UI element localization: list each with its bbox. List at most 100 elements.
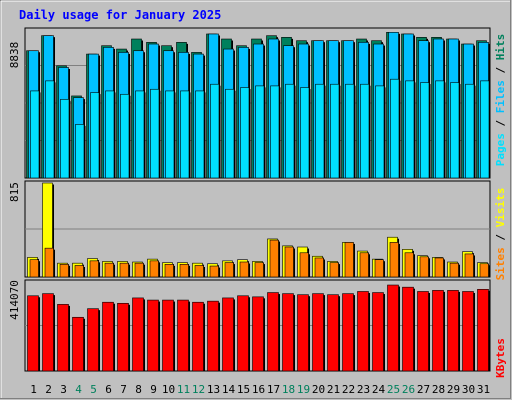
sites-bar: [104, 262, 114, 278]
sites-bar: [224, 262, 234, 278]
legend-sep-2: /: [494, 60, 507, 80]
kbytes-bar: [192, 301, 204, 372]
legend-middle: Sites / Visits: [494, 188, 507, 281]
pages-bar: [360, 83, 370, 179]
kbytes-bar: [357, 291, 369, 372]
pages-bar: [60, 98, 70, 179]
x-tick-label: 9: [150, 383, 157, 396]
pages-bar: [405, 80, 415, 179]
bars: [26, 32, 491, 372]
sites-bar: [254, 262, 264, 278]
x-tick-label: 1: [30, 383, 37, 396]
pages-bar: [150, 88, 160, 179]
legend-sep-3: /: [494, 227, 507, 247]
kbytes-bar: [267, 292, 279, 372]
kbytes-bar: [237, 295, 249, 372]
pages-bar: [285, 83, 295, 179]
sites-bar: [449, 262, 459, 278]
legend-visits: Visits: [494, 188, 507, 228]
x-tick-label: 18: [282, 383, 295, 396]
pages-bar: [345, 83, 355, 179]
x-tick-label: 23: [357, 383, 370, 396]
pages-bar: [90, 92, 100, 179]
pages-bar: [135, 90, 145, 179]
sites-bar: [44, 247, 54, 278]
legend-pages: Pages: [494, 133, 507, 166]
kbytes-bar: [27, 295, 39, 372]
sites-bar: [164, 264, 174, 278]
kbytes-bar: [117, 302, 129, 372]
pages-bar: [120, 93, 130, 179]
sites-bar: [269, 239, 279, 278]
x-tick-label: 29: [447, 383, 460, 396]
x-tick-label: 26: [402, 383, 415, 396]
kbytes-bar: [342, 293, 354, 372]
pages-bar: [255, 85, 265, 179]
sites-bar: [374, 259, 384, 278]
kbytes-bar: [432, 290, 444, 372]
sites-bar: [134, 262, 144, 278]
kbytes-bar: [87, 308, 99, 372]
legend-kbytes: KBytes: [494, 338, 507, 378]
pages-bar: [225, 88, 235, 179]
pages-bar: [450, 82, 460, 179]
pages-bar: [30, 90, 40, 179]
kbytes-bar: [72, 316, 84, 372]
sites-bar: [209, 265, 219, 278]
x-tick-label: 14: [222, 383, 236, 396]
x-tick-label: 21: [327, 383, 340, 396]
x-tick-label: 28: [432, 383, 445, 396]
kbytes-bar: [402, 286, 414, 372]
kbytes-bar: [462, 291, 474, 372]
x-tick-label: 12: [192, 383, 205, 396]
pages-bar: [45, 80, 55, 179]
legend-sep-1: /: [494, 113, 507, 133]
sites-bar: [59, 264, 69, 278]
sites-bar: [479, 263, 489, 278]
pages-bar: [165, 90, 175, 179]
x-tick-label: 20: [312, 383, 325, 396]
kbytes-bar: [102, 301, 114, 372]
x-tick-label: 31: [477, 383, 490, 396]
chart-title: Daily usage for January 2025: [19, 8, 221, 22]
x-tick-label: 13: [207, 383, 220, 396]
legend-top: Pages / Files / Hits: [494, 34, 507, 167]
x-tick-label: 5: [90, 383, 97, 396]
x-tick-label: 16: [252, 383, 265, 396]
x-tick-label: 11: [177, 383, 190, 396]
sites-bar: [149, 260, 159, 278]
kbytes-bar: [417, 291, 429, 372]
x-tick-label: 4: [75, 383, 82, 396]
kbytes-bar: [57, 304, 69, 372]
legend-middle-text: Sites / Visits: [494, 188, 507, 281]
sites-bar: [464, 253, 474, 278]
top-max-label: 8838: [8, 42, 21, 69]
legend-sites: Sites: [494, 247, 507, 280]
pages-bar: [195, 90, 205, 179]
sites-bar: [419, 256, 429, 278]
sites-bar: [359, 252, 369, 278]
sites-bar: [389, 242, 399, 278]
x-tick-label: 25: [387, 383, 400, 396]
sites-bar: [404, 252, 414, 278]
legend-top-text: Pages / Files / Hits: [494, 34, 507, 167]
pages-bar: [300, 87, 310, 179]
x-tick-label: 19: [297, 383, 310, 396]
kbytes-bar: [312, 293, 324, 372]
kbytes-bar: [477, 289, 489, 372]
x-tick-label: 22: [342, 383, 355, 396]
pages-bar: [75, 124, 85, 179]
x-tick-label: 24: [372, 383, 386, 396]
pages-bar: [330, 83, 340, 179]
sites-bar: [284, 246, 294, 278]
kbytes-bar: [387, 284, 399, 372]
sites-bar: [29, 259, 39, 278]
kbytes-bar: [372, 292, 384, 372]
sites-bar: [329, 262, 339, 278]
x-tick-label: 2: [45, 383, 52, 396]
x-tick-label: 6: [105, 383, 112, 396]
kbytes-bar: [132, 297, 144, 372]
sites-bar: [74, 265, 84, 278]
sites-bar: [299, 252, 309, 278]
